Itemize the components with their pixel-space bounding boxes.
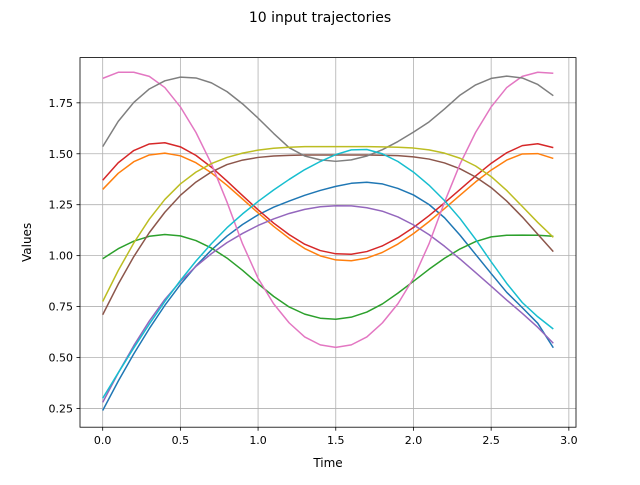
series-line-3 bbox=[102, 233, 554, 320]
axes-frame bbox=[79, 57, 577, 428]
x-tick-label: 2.5 bbox=[482, 434, 500, 447]
y-tick-label: 0.50 bbox=[49, 352, 74, 365]
x-tick-label: 3.0 bbox=[560, 434, 578, 447]
plot-area: 0.0 0.5 1.0 1.5 2.0 2.5 3.0 0.25 0.50 0.75 1.00 1.… bbox=[49, 57, 578, 447]
x-axis-label: Time bbox=[312, 456, 342, 470]
series-line-8 bbox=[102, 75, 554, 163]
series-line-6 bbox=[102, 154, 554, 316]
y-tick-label: 0.75 bbox=[49, 301, 74, 314]
grid bbox=[80, 57, 576, 428]
chart-title: 10 input trajectories bbox=[249, 10, 391, 26]
axes-background bbox=[80, 57, 576, 428]
x-tick-label: 2.0 bbox=[405, 434, 423, 447]
y-tick-label: 1.25 bbox=[49, 199, 74, 212]
series-line-7 bbox=[102, 71, 554, 349]
series-line-2 bbox=[102, 152, 554, 262]
y-tick-label: 0.25 bbox=[49, 402, 74, 415]
x-tick-label: 0.5 bbox=[172, 434, 190, 447]
y-tick-label: 1.50 bbox=[49, 148, 74, 161]
series-line-4 bbox=[102, 142, 554, 255]
x-axis-ticks: 0.0 0.5 1.0 1.5 2.0 2.5 3.0 bbox=[94, 427, 578, 447]
y-tick-label: 1.00 bbox=[49, 250, 74, 263]
y-axis-label: Values bbox=[20, 223, 34, 262]
x-tick-label: 1.0 bbox=[249, 434, 267, 447]
series-line-1 bbox=[102, 181, 554, 411]
data-lines bbox=[102, 71, 554, 411]
x-tick-label: 0.0 bbox=[94, 434, 112, 447]
series-line-9 bbox=[102, 145, 554, 302]
x-tick-label: 1.5 bbox=[327, 434, 345, 447]
y-axis-ticks: 0.25 0.50 0.75 1.00 1.25 1.50 1.75 bbox=[49, 97, 80, 415]
y-tick-label: 1.75 bbox=[49, 97, 74, 110]
series-line-10 bbox=[102, 148, 554, 399]
